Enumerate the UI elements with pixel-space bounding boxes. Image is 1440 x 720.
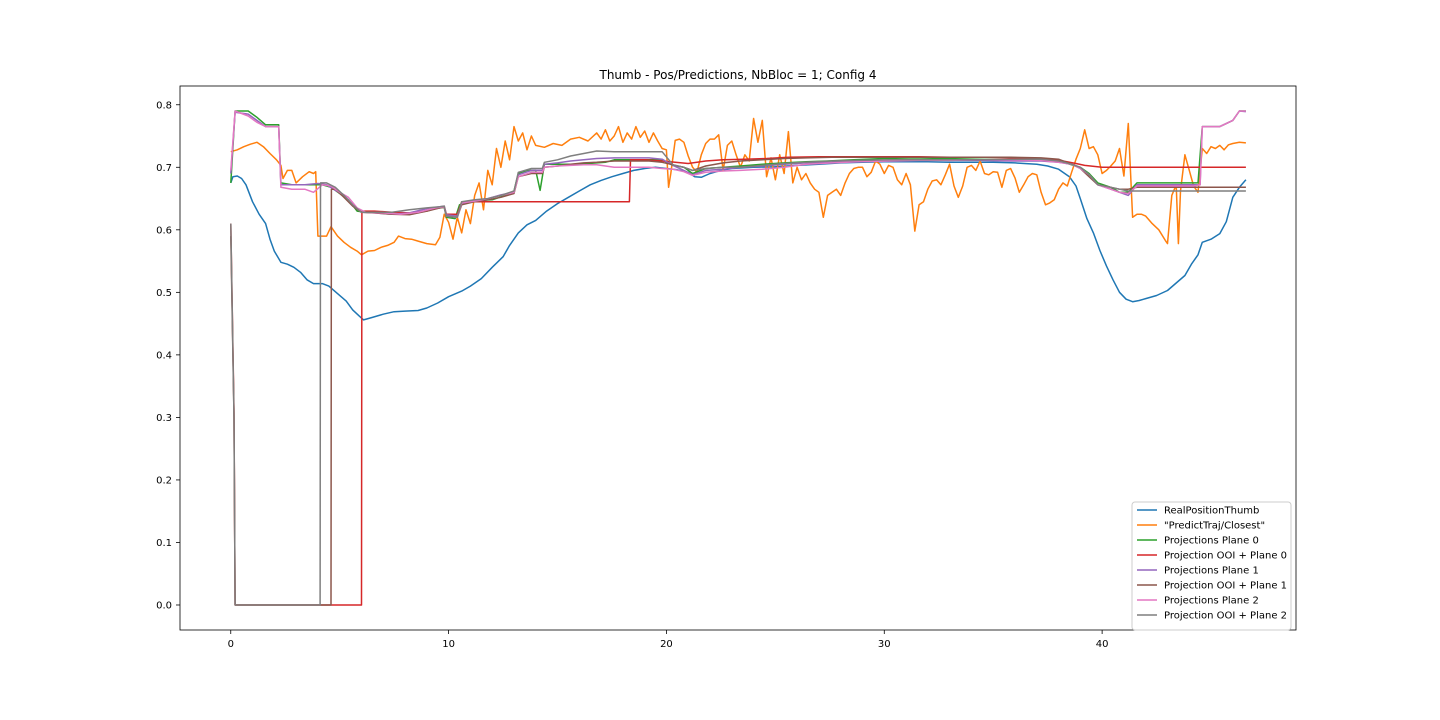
y-tick-label: 0.0	[156, 600, 172, 611]
chart-title: Thumb - Pos/Predictions, NbBloc = 1; Con…	[599, 68, 877, 82]
series-layer	[230, 110, 1247, 606]
y-tick-label: 0.6	[156, 225, 172, 236]
y-tick-label: 0.2	[156, 475, 172, 486]
y-tick-label: 0.7	[156, 163, 172, 174]
legend-label: Projection OOI + Plane 2	[1164, 611, 1287, 622]
plot-background	[180, 86, 1296, 630]
series-line-2	[230, 117, 1246, 256]
x-tick-label: 10	[442, 639, 455, 650]
legend-label: RealPositionThumb	[1164, 506, 1259, 517]
y-tick-label: 0.5	[156, 288, 172, 299]
y-tick-label: 0.3	[156, 413, 172, 424]
legend-label: Projections Plane 1	[1164, 566, 1259, 577]
y-tick-label: 0.4	[156, 350, 172, 361]
legend-label: Projection OOI + Plane 1	[1164, 581, 1287, 592]
plot-area	[179, 85, 1297, 631]
y-tick-label: 0.8	[156, 100, 172, 111]
x-tick-label: 20	[660, 639, 673, 650]
legend-label: Projections Plane 2	[1164, 596, 1259, 607]
y-tick-label: 0.1	[156, 538, 172, 549]
legend: RealPositionThumb "PredictTraj/Closest" Pr…	[1131, 501, 1292, 631]
x-tick-label: 0	[228, 639, 234, 650]
plot-frame	[179, 85, 1297, 631]
legend-label: "PredictTraj/Closest"	[1164, 521, 1265, 532]
legend-label: Projections Plane 0	[1164, 536, 1259, 547]
x-axis: 0 10 20 30 40	[228, 630, 1109, 650]
x-tick-label: 30	[878, 639, 891, 650]
series-line-8	[230, 150, 1246, 606]
x-tick-label: 40	[1096, 639, 1109, 650]
y-axis: 0.0 0.1 0.2 0.3 0.4 0.5 0.6 0.7 0.8	[156, 100, 180, 611]
legend-label: Projection OOI + Plane 0	[1164, 551, 1287, 562]
legend-box	[1131, 501, 1292, 631]
